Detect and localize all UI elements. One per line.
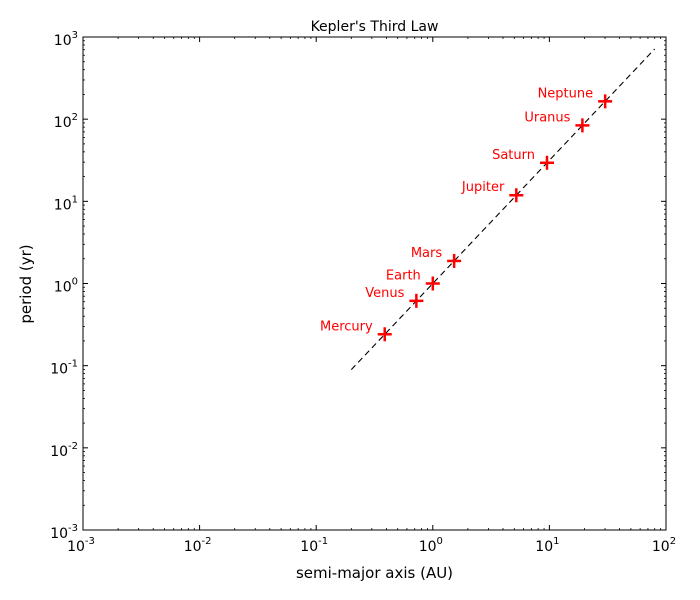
x-tick-label: 100 (419, 536, 443, 555)
x-tick-label: 101 (535, 536, 559, 555)
point-jupiter (509, 188, 524, 203)
point-label-uranus: Uranus (524, 110, 570, 125)
point-label-mercury: Mercury (320, 319, 373, 334)
fit-line (350, 48, 656, 371)
point-label-jupiter: Jupiter (461, 180, 505, 195)
point-label-earth: Earth (386, 269, 421, 284)
y-tick-label: 103 (54, 30, 78, 49)
point-saturn (539, 155, 554, 170)
plot-area: 10-3 10-2 10-1 100 101 102 10-3 10-2 10-1 100 101 1… (50, 30, 676, 555)
y-tick-label: 10-2 (50, 441, 78, 460)
chart-title: Kepler's Third Law (311, 19, 439, 35)
x-axis-label: semi-major axis (AU) (296, 564, 453, 582)
y-tick-label: 10-1 (50, 359, 78, 378)
y-tick-label: 10-3 (50, 523, 78, 542)
point-earth (425, 276, 440, 291)
y-tick-label: 100 (54, 277, 78, 296)
point-label-saturn: Saturn (492, 148, 535, 163)
x-tick-label: 10-1 (300, 536, 328, 555)
point-mars (447, 253, 462, 268)
y-tick-label: 101 (54, 194, 78, 213)
point-venus (409, 293, 424, 308)
plot-frame (82, 36, 667, 531)
point-label-neptune: Neptune (538, 86, 594, 101)
x-tick-label: 10-2 (184, 536, 212, 555)
y-axis-label: period (yr) (17, 244, 35, 323)
x-tick-label: 10-3 (67, 536, 95, 555)
point-label-mars: Mars (411, 246, 443, 261)
x-tick-label: 102 (652, 536, 676, 555)
y-tick-label: 102 (54, 112, 78, 131)
point-neptune (598, 94, 613, 109)
point-label-venus: Venus (365, 286, 404, 301)
point-mercury (377, 327, 392, 342)
point-uranus (575, 118, 590, 133)
